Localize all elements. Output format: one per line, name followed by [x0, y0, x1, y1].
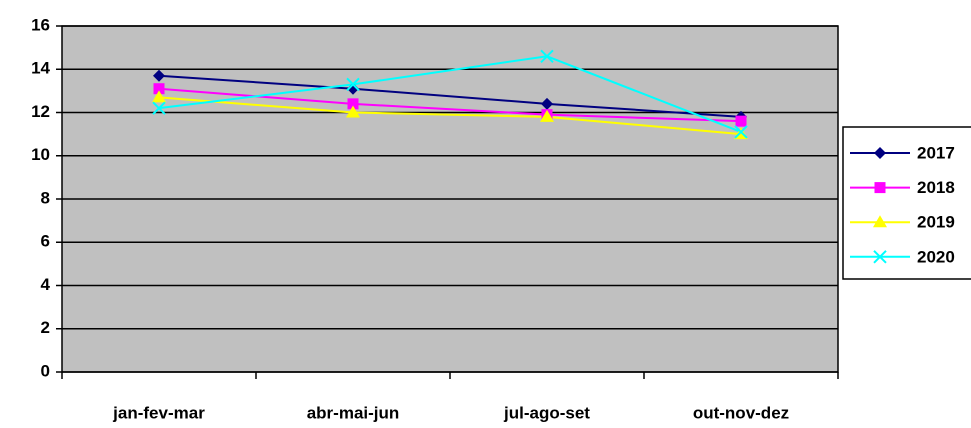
legend: 2017 2018 2019 2020 [842, 126, 971, 280]
legend-label: 2017 [917, 143, 955, 162]
marker [734, 125, 748, 139]
marker [152, 90, 166, 103]
legend-label: 2018 [917, 178, 955, 197]
marker [541, 97, 553, 110]
y-tick-label: 12 [31, 102, 50, 121]
legend-marker [873, 215, 887, 228]
marker [347, 98, 359, 110]
marker [347, 82, 359, 95]
series-line [158, 96, 742, 136]
marker [153, 69, 165, 82]
y-tick-label: 14 [31, 59, 50, 78]
y-tick-label: 0 [41, 361, 50, 380]
marker [153, 83, 165, 95]
marker [346, 105, 360, 118]
legend-label: 2019 [917, 213, 955, 232]
y-tick-label: 4 [41, 275, 51, 294]
legend-marker [874, 182, 886, 194]
marker [152, 101, 166, 115]
marker [540, 109, 554, 122]
x-tick-label: jul-ago-set [503, 403, 590, 422]
y-tick-label: 16 [31, 15, 50, 34]
x-tick-label: out-nov-dez [693, 403, 789, 422]
marker [346, 77, 360, 92]
y-tick-label: 8 [41, 188, 50, 207]
y-tick-label: 2 [41, 318, 50, 337]
series-line [158, 74, 742, 118]
x-tick-label: jan-fev-mar [112, 403, 205, 422]
marker [540, 49, 554, 63]
series-line [158, 55, 742, 133]
legend-label: 2020 [917, 247, 955, 266]
legend-marker [874, 147, 886, 159]
legend-marker [873, 250, 887, 264]
x-tick-label: abr-mai-jun [307, 403, 400, 422]
y-tick-label: 10 [31, 145, 50, 164]
marker [735, 115, 747, 127]
y-tick-label: 6 [41, 232, 50, 251]
